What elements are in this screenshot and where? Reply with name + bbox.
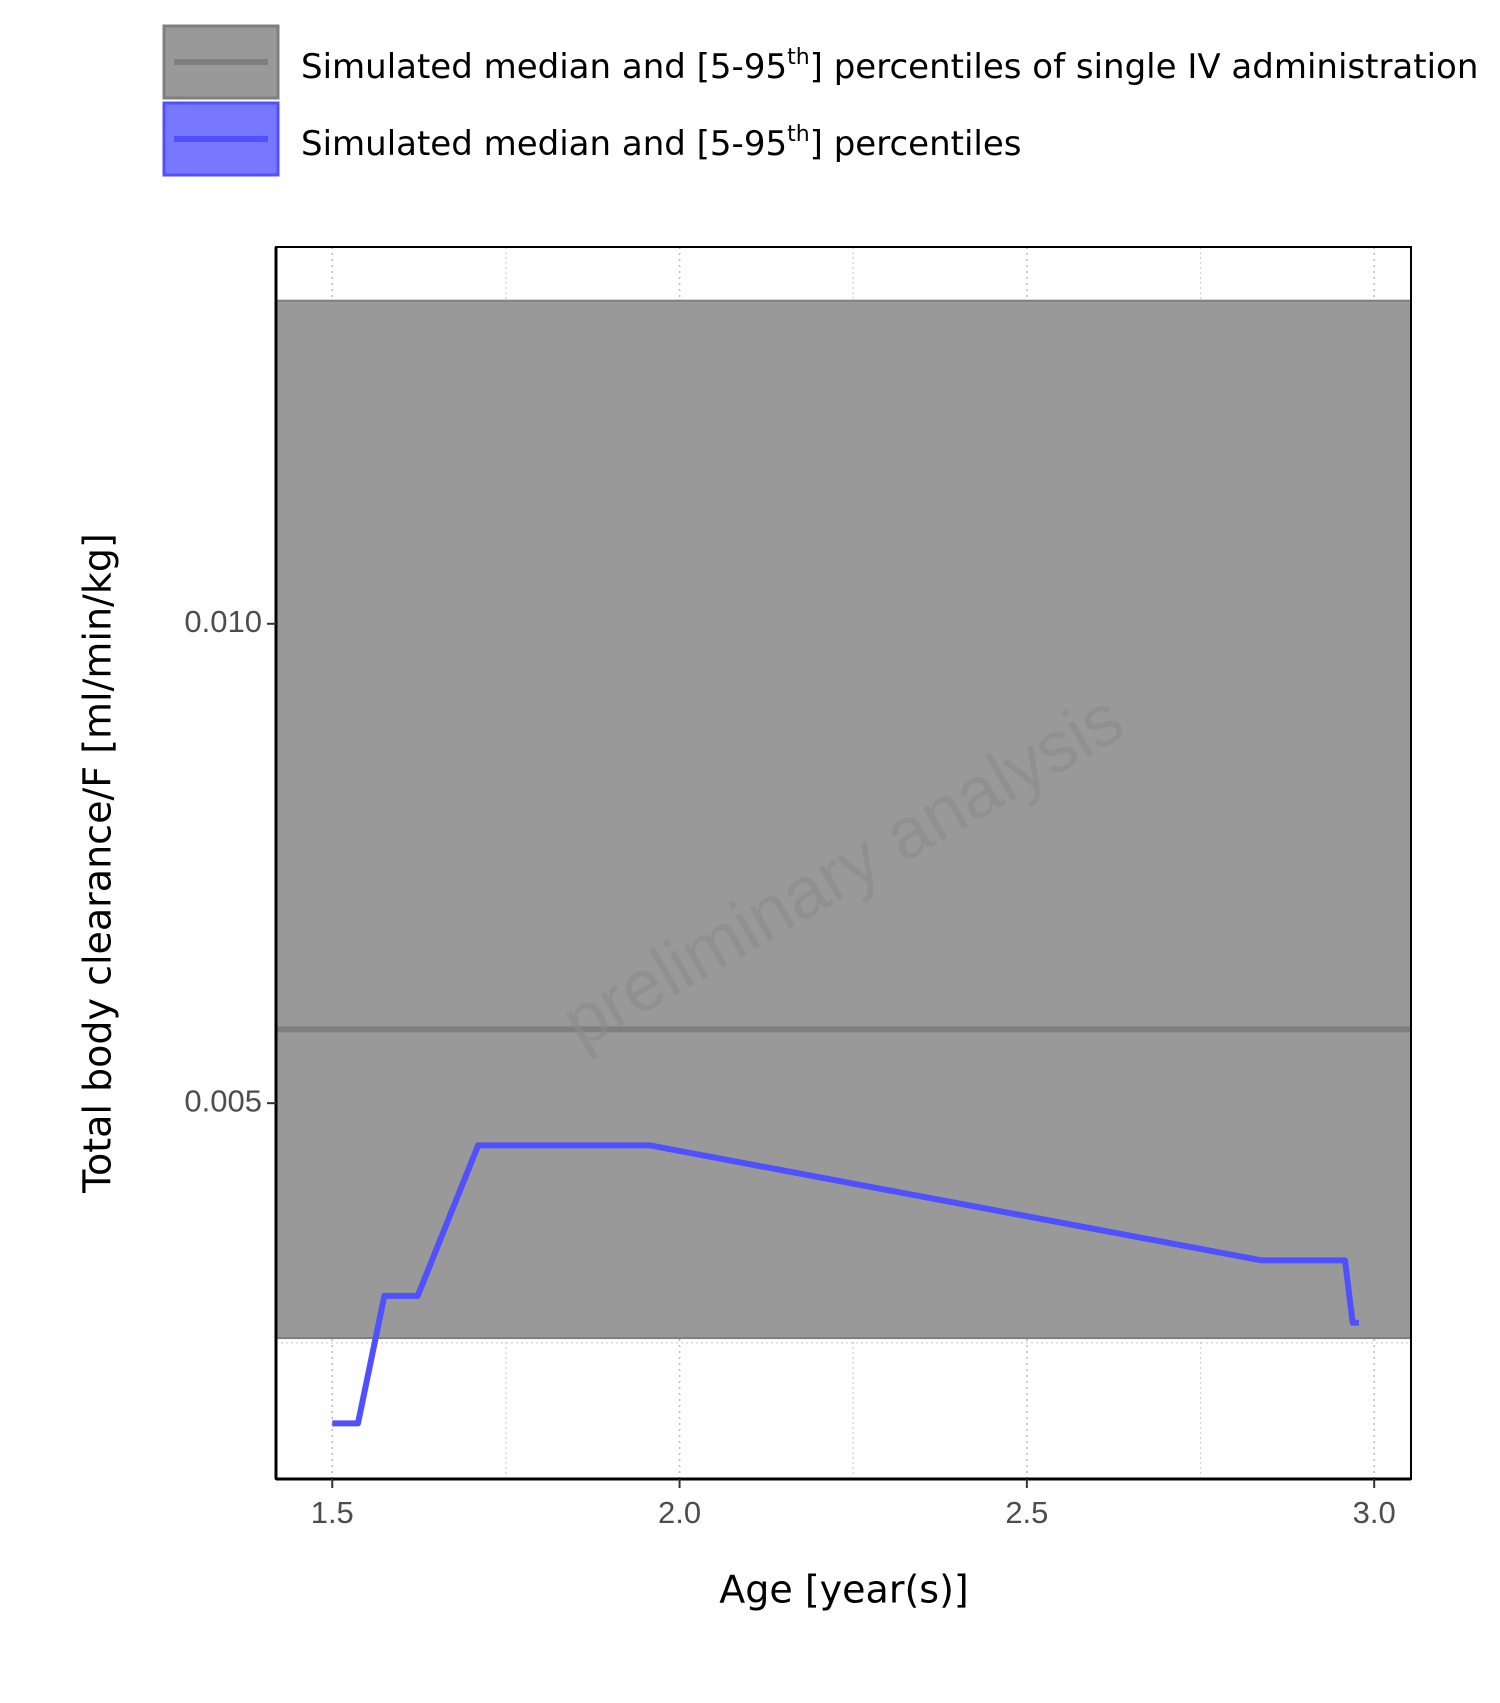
x-tick-label: 2.0 xyxy=(658,1495,701,1530)
legend-label: Simulated median and [5-95th] percentile… xyxy=(301,122,1021,164)
percentile-band xyxy=(276,299,1411,1340)
y-tick-label: 0.005 xyxy=(184,1083,262,1118)
x-tick-label: 2.5 xyxy=(1005,1495,1048,1530)
median-line xyxy=(332,1142,1359,1427)
y-tick-label: 0.010 xyxy=(184,604,262,639)
x-axis-title: Age [year(s)] xyxy=(719,1568,968,1612)
y-axis-title: Total body clearance/F [ml/min/kg] xyxy=(76,533,120,1194)
x-tick-label: 1.5 xyxy=(311,1495,354,1530)
plot-area xyxy=(276,299,1411,1427)
x-tick-label: 3.0 xyxy=(1353,1495,1396,1530)
legend-label: Simulated median and [5-95th] percentile… xyxy=(301,45,1478,87)
